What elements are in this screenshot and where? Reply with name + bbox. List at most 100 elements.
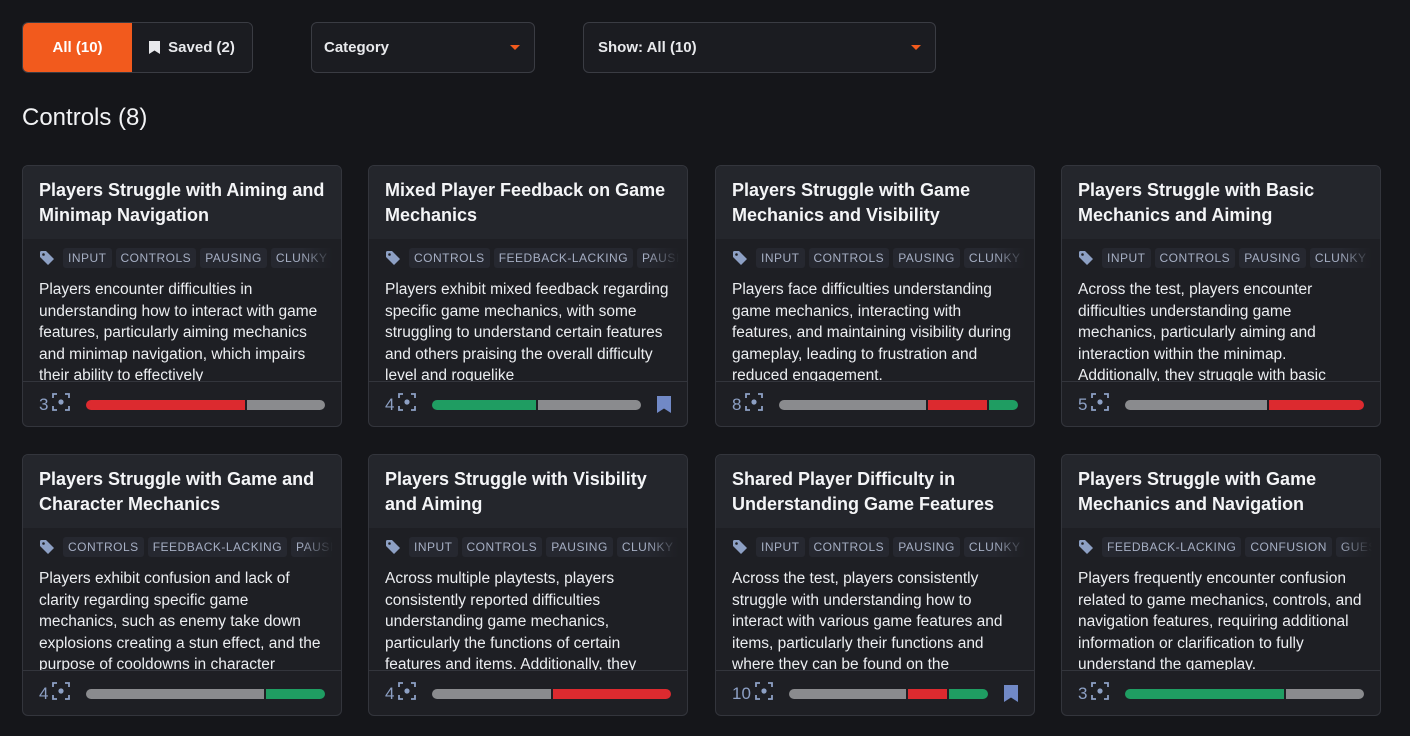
occurrence-count-value: 4 [385, 683, 395, 703]
tag-chip[interactable]: INPUT [756, 537, 805, 557]
sentiment-bar-segment-red [86, 399, 245, 410]
sentiment-bar-segment-green [265, 688, 326, 699]
sentiment-bar [1125, 399, 1364, 410]
card-tags: INPUT CONTROLS PAUSING CLUNKY [1062, 239, 1380, 277]
tag-chip[interactable]: CONTROLS [409, 248, 490, 268]
occurrence-count-value: 4 [385, 394, 395, 414]
saved-filter-button[interactable]: Saved (2) [132, 23, 252, 72]
tag-chip[interactable]: PAUSING [893, 537, 960, 557]
focus-icon [398, 393, 417, 416]
insight-card[interactable]: Shared Player Difficulty in Understandin… [715, 454, 1035, 716]
tag-chip[interactable]: PAUSING [291, 537, 341, 557]
sentiment-bar-segment-green [988, 399, 1018, 410]
sentiment-bar-segment-green [948, 688, 988, 699]
chevron-down-icon [510, 45, 520, 50]
occurrence-count: 3 [1078, 682, 1110, 705]
card-description: Players exhibit mixed feedback regarding… [385, 281, 669, 381]
focus-icon [1091, 682, 1110, 705]
section-title: Controls (8) [22, 104, 148, 131]
tag-icon [1078, 539, 1094, 555]
tag-chip[interactable]: CONTROLS [115, 248, 197, 268]
card-footer: 8 [716, 381, 1034, 426]
occurrence-count: 4 [39, 682, 71, 705]
card-title: Players Struggle with Visibility and Aim… [369, 455, 687, 528]
sentiment-bar-segment-gray [1285, 688, 1364, 699]
sentiment-bar [432, 688, 671, 699]
tag-chip[interactable]: INPUT [756, 248, 805, 268]
tag-chip[interactable]: CONTROLS [808, 537, 890, 557]
tag-chip[interactable]: INPUT [1102, 248, 1151, 268]
occurrence-count-value: 3 [39, 394, 49, 414]
tag-chip[interactable]: PAUSING [1239, 248, 1306, 268]
card-footer: 4 [23, 670, 341, 715]
sentiment-bar-segment-red [1269, 399, 1364, 410]
tag-chip[interactable]: CONFUSION [1245, 537, 1332, 557]
focus-icon [745, 393, 764, 416]
saved-filter-label: Saved (2) [168, 39, 235, 56]
focus-icon [52, 682, 71, 705]
tag-chip[interactable]: PAUSING [546, 537, 613, 557]
tag-chip[interactable]: PAUSING [893, 248, 960, 268]
tag-chip[interactable]: FEEDBACK-LACKING [1102, 537, 1242, 557]
tag-chip[interactable]: CONTROLS [1154, 248, 1236, 268]
tag-chip[interactable]: FEEDBACK-LACKING [493, 248, 634, 268]
insight-card[interactable]: Players Struggle with Aiming and Minimap… [22, 165, 342, 427]
card-footer: 3 [1062, 670, 1380, 715]
bookmark-icon[interactable] [657, 396, 671, 413]
tag-chip[interactable]: FEEDBACK-LACKING [147, 537, 288, 557]
card-description: Across the test, players encounter diffi… [1078, 281, 1326, 381]
sentiment-bar-segment-green [1125, 688, 1284, 699]
tag-chip[interactable]: CONTROLS [63, 537, 144, 557]
sentiment-bar-segment-gray [537, 399, 641, 410]
tag-chip[interactable]: CLUNKY [963, 537, 1026, 557]
occurrence-count-value: 10 [732, 683, 751, 703]
occurrence-count-value: 5 [1078, 394, 1088, 414]
focus-icon [1091, 393, 1110, 416]
tag-chip[interactable]: CLUNKY [1309, 248, 1372, 268]
sentiment-bar [779, 399, 1018, 410]
insight-card[interactable]: Players Struggle with Basic Mechanics an… [1061, 165, 1381, 427]
view-toggle: All (10) Saved (2) [22, 22, 253, 73]
insight-card[interactable]: Players Struggle with Game Mechanics and… [1061, 454, 1381, 716]
insight-card[interactable]: Players Struggle with Visibility and Aim… [368, 454, 688, 716]
card-description: Players exhibit confusion and lack of cl… [39, 570, 321, 670]
all-filter-button[interactable]: All (10) [23, 23, 133, 72]
tag-chip[interactable]: CONTROLS [808, 248, 890, 268]
card-footer: 10 [716, 670, 1034, 715]
card-tags: INPUT CONTROLS PAUSING CLUNKY [716, 239, 1034, 277]
insight-card[interactable]: Players Struggle with Game and Character… [22, 454, 342, 716]
card-description: Players face difficulties understanding … [732, 281, 1012, 381]
sentiment-bar-segment-gray [432, 688, 551, 699]
focus-icon [398, 682, 417, 705]
card-footer: 3 [23, 381, 341, 426]
tag-chip[interactable]: PAUSING [637, 248, 687, 268]
show-dropdown[interactable]: Show: All (10) [583, 22, 936, 73]
tag-chip[interactable]: PAUSING [200, 248, 267, 268]
tag-chip[interactable]: CLUNKY [270, 248, 333, 268]
card-tags: INPUT CONTROLS PAUSING CLUNKY [23, 239, 341, 277]
card-footer: 4 [369, 670, 687, 715]
category-dropdown[interactable]: Category [311, 22, 535, 73]
card-title: Players Struggle with Game Mechanics and… [1062, 455, 1380, 528]
tag-icon [732, 539, 748, 555]
bookmark-icon[interactable] [1004, 685, 1018, 702]
sentiment-bar [1125, 688, 1364, 699]
sentiment-bar [432, 399, 641, 410]
insight-card[interactable]: Mixed Player Feedback on Game Mechanics C… [368, 165, 688, 427]
insight-card[interactable]: Players Struggle with Game Mechanics and… [715, 165, 1035, 427]
sentiment-bar-segment-gray [788, 688, 906, 699]
tag-chip[interactable]: CONTROLS [461, 537, 543, 557]
tag-chip[interactable]: CLUNKY [963, 248, 1026, 268]
tag-icon [385, 539, 401, 555]
card-tags: FEEDBACK-LACKINGCONFUSIONGUESSING [1062, 528, 1380, 566]
occurrence-count: 10 [732, 682, 773, 705]
card-title: Players Struggle with Game Mechanics and… [716, 166, 1034, 239]
tag-chip[interactable]: INPUT [63, 248, 112, 268]
sentiment-bar-segment-gray [1125, 399, 1268, 410]
tag-chip[interactable]: CLUNKY [616, 537, 679, 557]
tag-chip[interactable]: GUESSING [1335, 537, 1380, 557]
tag-chip[interactable]: INPUT [409, 537, 458, 557]
occurrence-count-value: 8 [732, 394, 742, 414]
card-title: Shared Player Difficulty in Understandin… [716, 455, 1034, 528]
